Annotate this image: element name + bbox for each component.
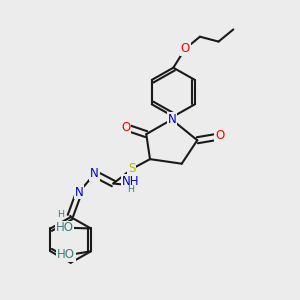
Text: NH: NH (122, 175, 140, 188)
Text: S: S (128, 162, 136, 176)
Text: N: N (167, 113, 176, 126)
Text: N: N (90, 167, 99, 180)
Text: HO: HO (57, 248, 75, 262)
Text: H: H (127, 185, 134, 194)
Text: O: O (121, 121, 130, 134)
Text: N: N (75, 185, 83, 199)
Text: H: H (58, 210, 64, 219)
Text: HO: HO (56, 221, 74, 234)
Text: O: O (181, 42, 190, 55)
Text: O: O (215, 130, 224, 142)
